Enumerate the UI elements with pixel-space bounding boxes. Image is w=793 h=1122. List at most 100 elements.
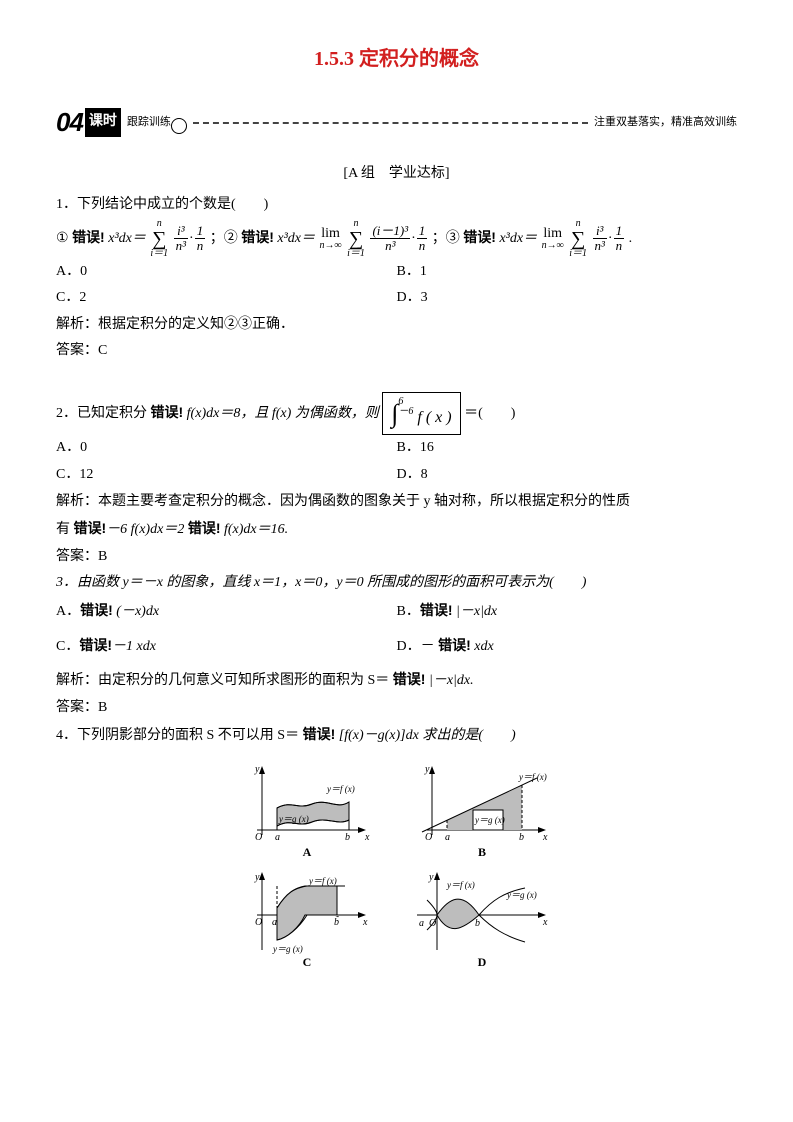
q2-stem: 2．已知定积分 错误! f(x)dx＝8，且 f(x) 为偶函数，则 ∫6－6 … [56, 392, 737, 436]
error-label: 错误! [151, 404, 184, 420]
q3-options2: C．错误!－1 xdx D．－ 错误! xdx [56, 632, 737, 661]
q1-options2: C．2 D．3 [56, 285, 737, 312]
frac-i3n3: i³n³ [174, 224, 188, 254]
q3-optA: A．错误! (－x)dx [56, 597, 397, 626]
axis-y: y [428, 872, 434, 883]
q1-x3dx-1: x³dx＝ [108, 231, 146, 246]
error-label: 错误! [72, 229, 105, 245]
chart-D: y x O a b y＝f (x) y＝g (x) D [407, 870, 557, 970]
q4-stem-b: [f(x)－g(x)]dx 求出的是( ) [335, 728, 515, 743]
q4-stem: 4．下列阴影部分的面积 S 不可以用 S＝ 错误! [f(x)－g(x)]dx … [56, 721, 737, 750]
q3-optB: B．错误! |－x|dx [397, 597, 738, 626]
q3-optC: C．错误!－1 xdx [56, 632, 397, 661]
q2-stem-b: f(x)dx＝8，且 f(x) 为偶函数，则 [183, 406, 379, 421]
q2-optB: B．16 [397, 435, 738, 462]
fn-g: y＝g (x) [278, 814, 309, 824]
opt-label: D．－ [397, 639, 439, 654]
frac-den: n [195, 239, 206, 253]
integral-box: ∫6－6 f ( x ) [382, 392, 460, 436]
error-label: 错误! [393, 671, 426, 687]
q1-optC: C．2 [56, 285, 397, 312]
fn-g: y＝g (x) [272, 944, 303, 954]
q4-charts: y x O a b y＝f (x) y＝g (x) A y x O a b̃ y… [56, 760, 737, 970]
axis-y: y [424, 764, 430, 775]
fn-g: y＝g (x) [474, 815, 505, 825]
frac-num: i³ [174, 224, 188, 239]
swirl-icon [171, 118, 187, 134]
axis-a: a [419, 918, 424, 929]
opt-text: (－x)dx [113, 604, 159, 619]
q3-sol-text: 解析：由定积分的几何意义可知所求图形的面积为 S＝ [56, 673, 393, 688]
fn-f: y＝f (x) [446, 880, 475, 890]
frac-1n: 1n [614, 224, 625, 254]
error-label: 错误! [463, 229, 496, 245]
axis-O: O [425, 832, 432, 843]
q3-stem-text: 3．由函数 y＝－x 的图象，直线 x＝1，x＝0，y＝0 所围成的图形的面积可… [56, 575, 586, 590]
opt-text: |－x|dx [453, 604, 498, 619]
frac-1n: 1n [417, 224, 428, 254]
frac-den: n³ [174, 239, 188, 253]
axis-x: x [364, 832, 370, 843]
frac-den: n³ [593, 239, 607, 253]
axis-b: b [475, 918, 480, 929]
frac-den: n [614, 239, 625, 253]
q2-optD: D．8 [397, 462, 738, 489]
q1-optB: B．1 [397, 259, 738, 286]
q1-mark2: ；② [210, 231, 238, 246]
q2-stem-a: 2．已知定积分 [56, 406, 151, 421]
banner-keshi: 课时 [85, 108, 121, 137]
frac-num: (i－1)³ [370, 224, 410, 239]
axis-O: O [255, 832, 262, 843]
q1-solution: 解析：根据定积分的定义知②③正确． [56, 312, 737, 339]
frac-den: n³ [370, 239, 410, 253]
doc-title: 1.5.3 定积分的概念 [56, 40, 737, 78]
axis-O: O [429, 918, 436, 929]
axis-x: x [542, 832, 548, 843]
frac-num: 1 [195, 224, 206, 239]
frac-i3n3: i³n³ [593, 224, 607, 254]
banner-num: 04 [56, 107, 83, 137]
error-label: 错误! [241, 229, 274, 245]
opt-label: A． [56, 604, 80, 619]
sigma-icon: n∑i＝1 [150, 219, 168, 259]
frac-1n: 1n [195, 224, 206, 254]
axis-b: b [345, 832, 350, 843]
cap-A: A [302, 845, 311, 859]
q1-stem: 1．下列结论中成立的个数是( ) [56, 192, 737, 219]
fn-f: y＝f (x) [308, 876, 337, 886]
q2-sol2a: 有 [56, 522, 74, 537]
axis-a: a [445, 832, 450, 843]
frac-den: n [417, 239, 428, 253]
q2-optA: A．0 [56, 435, 397, 462]
q2-stem-c: ＝( ) [464, 406, 515, 421]
q2-answer: 答案：B [56, 544, 737, 571]
q3-optD: D．－ 错误! xdx [397, 632, 738, 661]
fn-g: y＝g (x) [506, 890, 537, 900]
integrand: f ( x ) [417, 409, 451, 426]
chart-A: y x O a b y＝f (x) y＝g (x) A [237, 760, 377, 860]
opt-text: xdx [471, 639, 494, 654]
axis-O: O [255, 917, 262, 928]
fn-f: y＝f (x) [326, 784, 355, 794]
banner-sub: 跟踪训练 [127, 112, 171, 133]
axis-x: x [542, 917, 548, 928]
error-label: 错误! [438, 637, 471, 653]
error-label: 错误! [79, 637, 112, 653]
axis-b: b [519, 832, 524, 843]
frac-num: i³ [593, 224, 607, 239]
q3-sol-t: |－x|dx. [425, 673, 473, 688]
sigma-icon: n∑i＝1 [347, 219, 365, 259]
fn-f: y＝f (x) [518, 772, 547, 782]
q3-solution: 解析：由定积分的几何意义可知所求图形的面积为 S＝ 错误! |－x|dx. [56, 666, 737, 695]
cap-D: D [477, 955, 486, 969]
axis-x: x [362, 917, 368, 928]
lim-icon: limn→∞ [320, 227, 342, 251]
q1-x3dx-2: x³dx＝ [277, 231, 315, 246]
q2-optC: C．12 [56, 462, 397, 489]
q3-options: A．错误! (－x)dx B．错误! |－x|dx [56, 597, 737, 626]
axis-y: y [254, 872, 260, 883]
q2-sol1: 解析：本题主要考查定积分的概念．因为偶函数的图象关于 y 轴对称，所以根据定积分… [56, 489, 737, 516]
axis-a: a [272, 917, 277, 928]
cap-C: C [302, 955, 311, 969]
q3-stem: 3．由函数 y＝－x 的图象，直线 x＝1，x＝0，y＝0 所围成的图形的面积可… [56, 570, 737, 597]
